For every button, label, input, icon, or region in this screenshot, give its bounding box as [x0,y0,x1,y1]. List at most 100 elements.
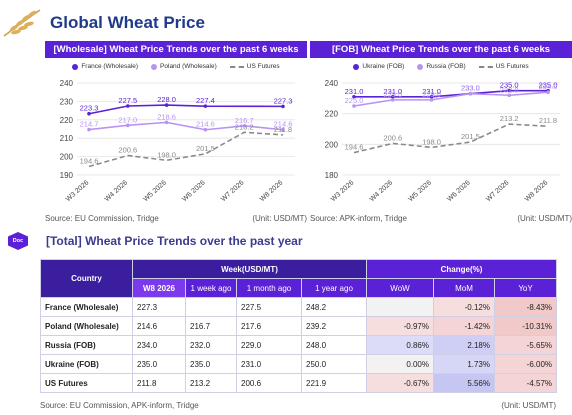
row-1-week-cell: 235.0 [185,354,237,374]
legend-label: Russia (FOB) [426,63,466,70]
wholesale-line-chart: 190 200 210 220 230 240 W3 2026 W4 2026 W5 2026 W… [60,79,295,203]
y-tick-label: 200 [60,153,74,162]
chart-unit: (Unit: USD/MT) [252,214,307,223]
data-label: 213.2 [500,114,519,123]
data-label: 227.5 [118,96,137,105]
data-label: 235.0 [500,81,519,90]
data-label: 214.6 [196,120,215,129]
data-point [87,127,91,132]
chart-unit: (Unit: USD/MT) [517,214,572,223]
row-country-cell: US Futures [40,373,133,393]
column-header-1-month: 1 month ago [236,278,302,298]
legend-item-russia: Russia (FOB) [417,63,466,70]
row-yoy-cell: -6.00% [493,354,558,374]
data-point [281,104,285,109]
data-label: 201.5 [461,132,480,141]
data-point [203,127,208,132]
wholesale-legend: France (Wholesale) Poland (Wholesale) US… [45,58,307,75]
data-label: 194.6 [80,157,99,166]
y-tick-label: 180 [325,171,339,180]
data-label: 235.0 [539,81,558,90]
x-tick-label: W3 2026 [330,179,356,203]
legend-item-us-futures: US Futures [229,63,280,70]
row-1-month-cell: 229.0 [236,335,302,355]
row-wow-cell: -0.67% [366,373,434,393]
row-wow-cell [366,297,434,317]
series-line-0 [354,89,548,98]
data-label: 214.6 [274,120,293,129]
data-label: 214.7 [80,120,99,129]
legend-marker [353,63,360,70]
y-tick-label: 190 [60,171,74,180]
data-label: 194.6 [345,143,364,152]
x-tick-label: W3 2026 [65,179,91,203]
data-point [507,88,511,93]
row-yoy-cell: -4.57% [493,373,558,393]
legend-marker [229,65,244,68]
y-tick-label: 240 [60,79,74,88]
data-label: 218.6 [157,112,176,121]
y-tick-label: 220 [325,110,339,119]
wholesale-chart-footer: Source: EU Commission, Tridge (Unit: USD… [45,214,307,223]
y-tick-label: 200 [325,140,339,149]
row-1-month-cell: 231.0 [236,354,302,374]
row-1-month-cell: 227.5 [236,297,302,317]
row-yoy-cell: -10.31% [493,316,558,336]
data-label: 231.0 [422,87,441,96]
x-tick-label: W7 2026 [485,179,511,203]
legend-marker [478,65,493,68]
data-point [429,98,434,102]
data-label: 228.0 [157,95,176,104]
data-label: 233.0 [461,84,480,93]
wholesale-chart-panel: [Wholesale] Wheat Price Trends over the … [45,41,307,227]
table-row: Poland (Wholesale) 214.6 216.7 217.6 239.2 -0… [40,316,558,336]
column-header-wow: WoW [366,278,434,298]
data-label: 200.6 [383,133,402,142]
legend-marker [151,63,158,70]
x-tick-label: W5 2026 [407,179,433,203]
row-1-year-cell: 248.0 [301,335,367,355]
y-tick-label: 210 [60,134,74,143]
y-tick-label: 240 [325,79,339,88]
legend-item-ukraine: Ukraine (FOB) [353,63,404,70]
legend-label: US Futures [246,63,280,70]
section-title: [Total] Wheat Price Trends over the past… [46,234,303,248]
table-source: Source: EU Commission, APK-inform, Tridg… [40,401,199,410]
x-tick-label: W4 2026 [104,179,130,203]
chart-source: Source: APK-inform, Tridge [310,214,407,223]
fob-chart-footer: Source: APK-inform, Tridge (Unit: USD/MT… [310,214,572,223]
legend-item-us-futures: US Futures [478,63,529,70]
data-label: 234.0 [539,82,558,91]
row-wow-cell: -0.97% [366,316,434,336]
row-1-week-cell [185,297,237,317]
series-line-2 [88,131,284,168]
data-label: 198.0 [422,137,441,146]
data-point [281,127,285,132]
x-tick-label: W8 2026 [259,179,285,203]
row-1-week-cell: 216.7 [185,316,237,336]
table-row: France (Wholesale) 227.3 227.5 248.2 -0.12% -… [40,297,558,317]
data-point [242,124,246,128]
data-label: 200.6 [118,145,137,154]
data-label: 216.7 [235,116,254,125]
data-point [429,95,434,99]
data-label: 227.3 [274,96,293,105]
chart-source: Source: EU Commission, Tridge [45,214,159,223]
data-point [546,90,550,94]
legend-label: Poland (Wholesale) [160,63,217,70]
row-1-week-cell: 232.0 [185,335,237,355]
table-subheader-row: W8 2026 1 week ago 1 month ago 1 year ag… [41,278,558,298]
data-label: 225.0 [345,96,364,105]
data-point [391,98,395,102]
data-point [164,103,169,107]
wholesale-chart-title: [Wholesale] Wheat Price Trends over the … [45,41,307,58]
page-header: Global Wheat Price [0,0,572,40]
legend-label: Ukraine (FOB) [362,63,405,70]
row-w8-cell: 214.6 [132,316,186,336]
data-point [507,93,511,98]
data-point [126,104,130,108]
table-unit: (Unit: USD/MT) [501,401,556,410]
y-tick-label: 230 [60,97,74,106]
data-label: 229.0 [422,90,441,99]
table-header-row: Country Week(USD/MT) Change(%) [40,259,558,298]
